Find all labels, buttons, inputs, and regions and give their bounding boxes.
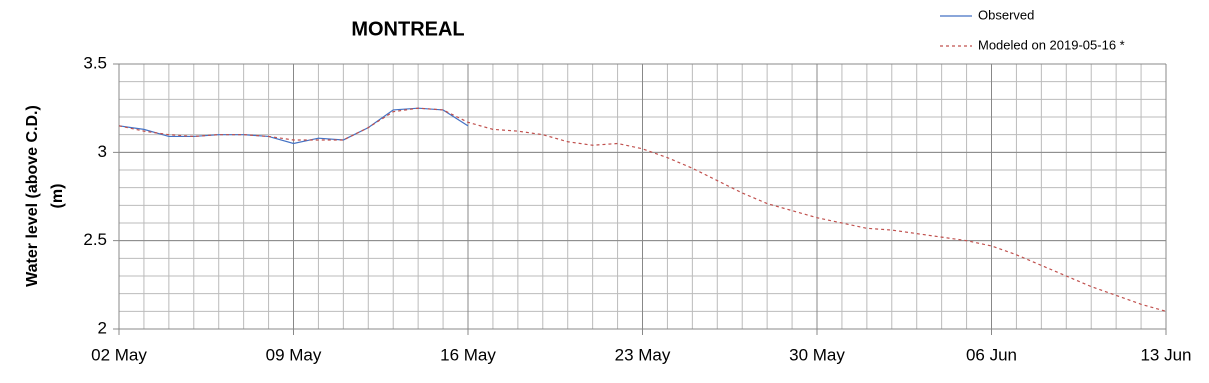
y-tick-label: 3 bbox=[98, 142, 107, 161]
data-line bbox=[118, 107, 469, 145]
x-tick-label: 30 May bbox=[789, 345, 845, 364]
y-axis-label: Water level (above C.D.) bbox=[24, 105, 41, 287]
legend-label: Modeled on 2019-05-16 * bbox=[978, 37, 1125, 52]
chart-title: MONTREAL bbox=[351, 18, 464, 40]
y-tick-label: 2 bbox=[98, 318, 107, 337]
x-tick-label: 02 May bbox=[91, 345, 147, 364]
x-tick-label: 13 Jun bbox=[1140, 345, 1191, 364]
y-axis-label: (m) bbox=[49, 184, 66, 209]
legend-label: Observed bbox=[978, 7, 1034, 22]
x-tick-label: 09 May bbox=[266, 345, 322, 364]
x-tick-label: 06 Jun bbox=[966, 345, 1017, 364]
y-tick-label: 2.5 bbox=[83, 230, 107, 249]
y-tick-label: 3.5 bbox=[83, 53, 107, 72]
data-line bbox=[118, 107, 1167, 312]
x-tick-label: 16 May bbox=[440, 345, 496, 364]
x-tick-label: 23 May bbox=[615, 345, 671, 364]
